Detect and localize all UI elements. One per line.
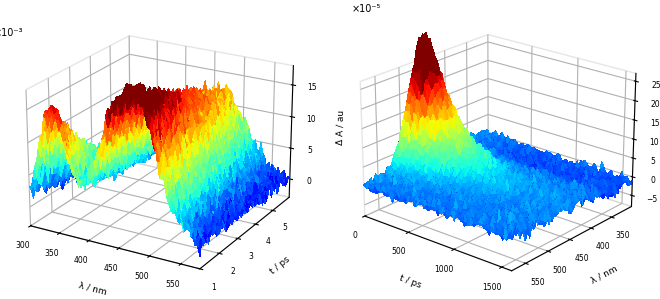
X-axis label: t / ps: t / ps [397,274,422,290]
Text: ×10⁻⁵: ×10⁻⁵ [352,4,381,14]
Y-axis label: λ / nm: λ / nm [589,263,619,285]
Y-axis label: t / ps: t / ps [269,255,292,276]
X-axis label: λ / nm: λ / nm [77,280,108,296]
Text: ×10⁻³: ×10⁻³ [0,28,24,38]
